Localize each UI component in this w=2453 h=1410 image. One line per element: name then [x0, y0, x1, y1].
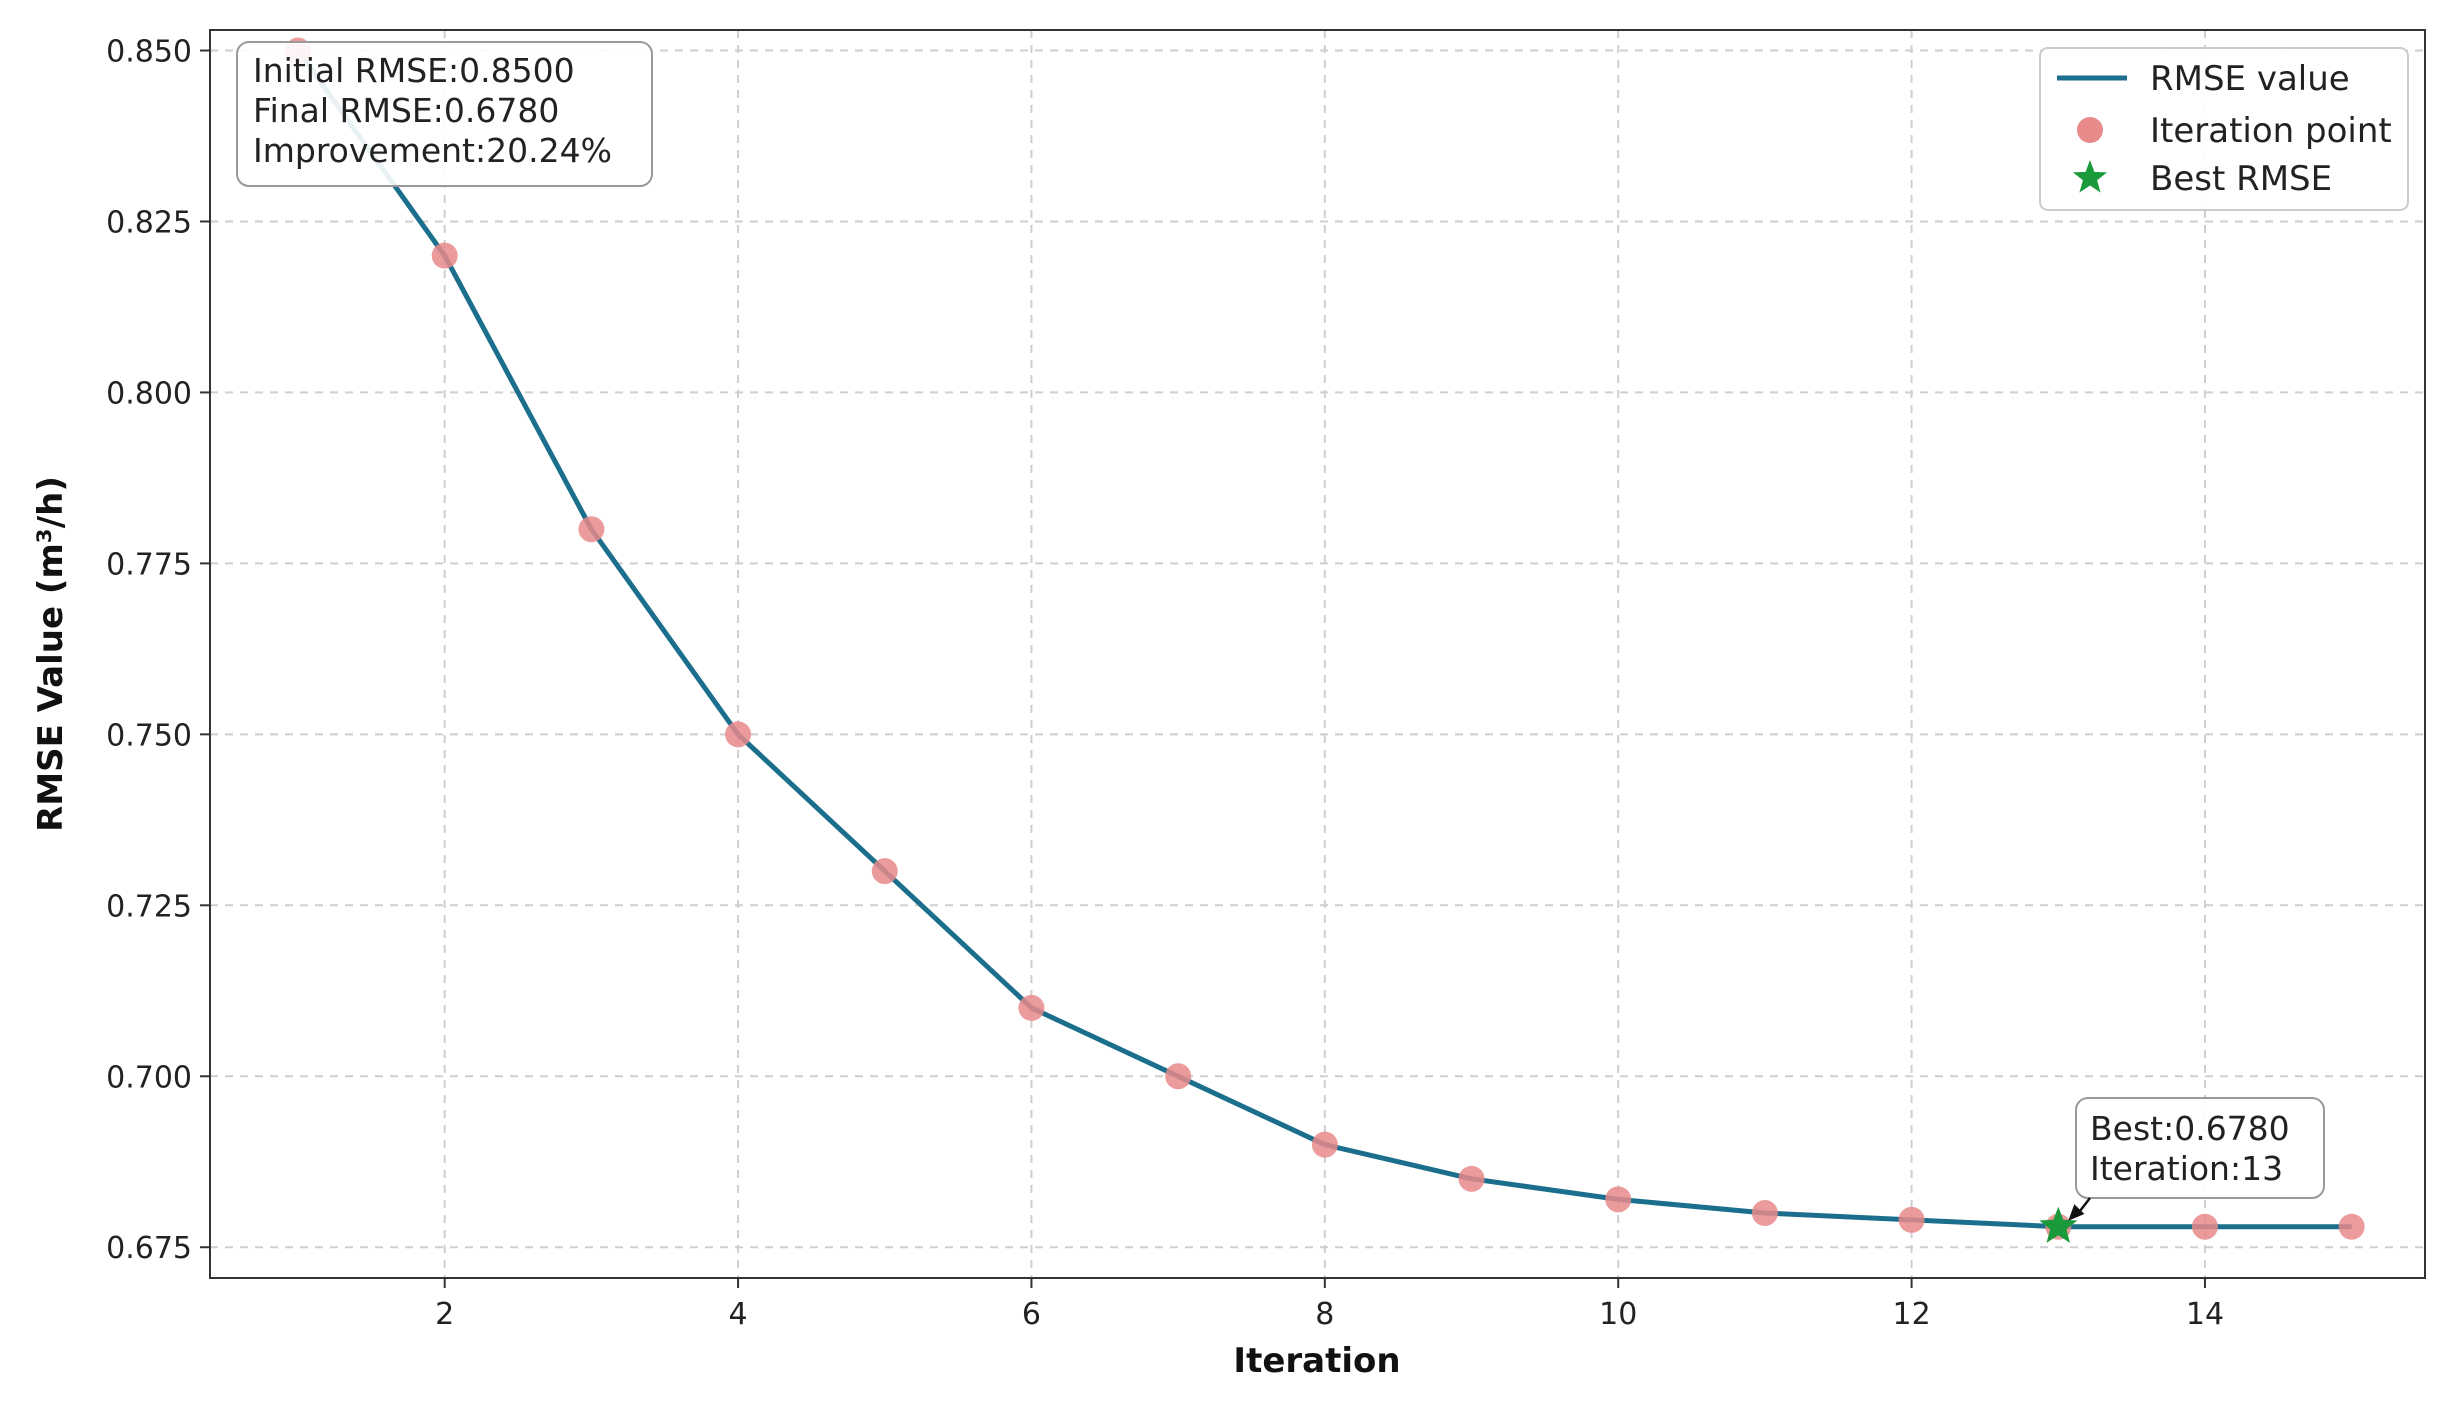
y-tick-label: 0.725 [106, 889, 192, 924]
x-axis-ticks: 2 4 6 8 10 12 14 [435, 1278, 2224, 1332]
x-axis-title: Iteration [1233, 1341, 1400, 1381]
grid-lines [210, 30, 2425, 1278]
y-tick-label: 0.750 [106, 718, 192, 753]
legend-star-icon [2072, 160, 2108, 193]
iteration-point [2191, 1213, 2218, 1240]
y-axis-ticks: 0.675 0.700 0.725 0.750 0.775 0.800 0.825 0.850 [106, 35, 210, 1266]
x-tick-label: 14 [2186, 1297, 2224, 1332]
best-annotation-arrowhead [2068, 1204, 2085, 1221]
summary-final-line: Final RMSE:0.6780 [253, 91, 559, 130]
iteration-point [1165, 1063, 1192, 1090]
iteration-points-series [285, 37, 2365, 1240]
x-tick-label: 10 [1599, 1297, 1637, 1332]
y-tick-label: 0.800 [106, 376, 192, 411]
plot-area [210, 30, 2425, 1278]
iteration-point [1458, 1165, 1485, 1192]
x-tick-label: 2 [435, 1297, 454, 1332]
x-tick-label: 4 [729, 1297, 748, 1332]
best-annotation-frame [2075, 1097, 2325, 1199]
legend: RMSE value Iteration point Best RMSE [2039, 47, 2409, 211]
best-annotation: Best:0.6780 Iteration:13 [2068, 1097, 2325, 1221]
legend-label-iteration-point: Iteration point [2150, 111, 2392, 151]
legend-frame [2039, 47, 2409, 211]
summary-box: Initial RMSE:0.8500 Final RMSE:0.6780 Im… [236, 41, 653, 187]
x-tick-label: 6 [1022, 1297, 1041, 1332]
iteration-point [1311, 1131, 1338, 1158]
iteration-point [431, 242, 458, 269]
x-tick-label: 8 [1315, 1297, 1334, 1332]
best-rmse-star [2039, 1206, 2078, 1243]
summary-improvement-line: Improvement:20.24% [253, 131, 612, 170]
legend-label-rmse-value: RMSE value [2150, 59, 2350, 99]
summary-box-frame [236, 41, 653, 187]
iteration-point [578, 516, 605, 543]
iteration-point [1898, 1206, 1925, 1233]
y-tick-label: 0.700 [106, 1060, 192, 1095]
legend-point-swatch [2077, 117, 2103, 143]
best-rmse-marker [2039, 1206, 2078, 1243]
legend-label-best-rmse: Best RMSE [2150, 159, 2332, 199]
summary-initial-line: Initial RMSE:0.8500 [253, 51, 575, 90]
iteration-point [2338, 1213, 2365, 1240]
iteration-point [1751, 1200, 1778, 1227]
plot-frame [209, 29, 2426, 1279]
y-axis-title: RMSE Value (m³/h) [31, 476, 71, 832]
y-tick-label: 0.675 [106, 1231, 192, 1266]
x-tick-label: 12 [1892, 1297, 1930, 1332]
best-iteration-line: Iteration:13 [2090, 1149, 2283, 1188]
best-value-line: Best:0.6780 [2090, 1109, 2290, 1148]
y-tick-label: 0.775 [106, 547, 192, 582]
iteration-point [1605, 1186, 1632, 1213]
iteration-point [1018, 994, 1045, 1021]
iteration-point [725, 721, 752, 748]
iteration-point [871, 858, 898, 885]
y-tick-label: 0.850 [106, 35, 192, 70]
y-tick-label: 0.825 [106, 205, 192, 240]
